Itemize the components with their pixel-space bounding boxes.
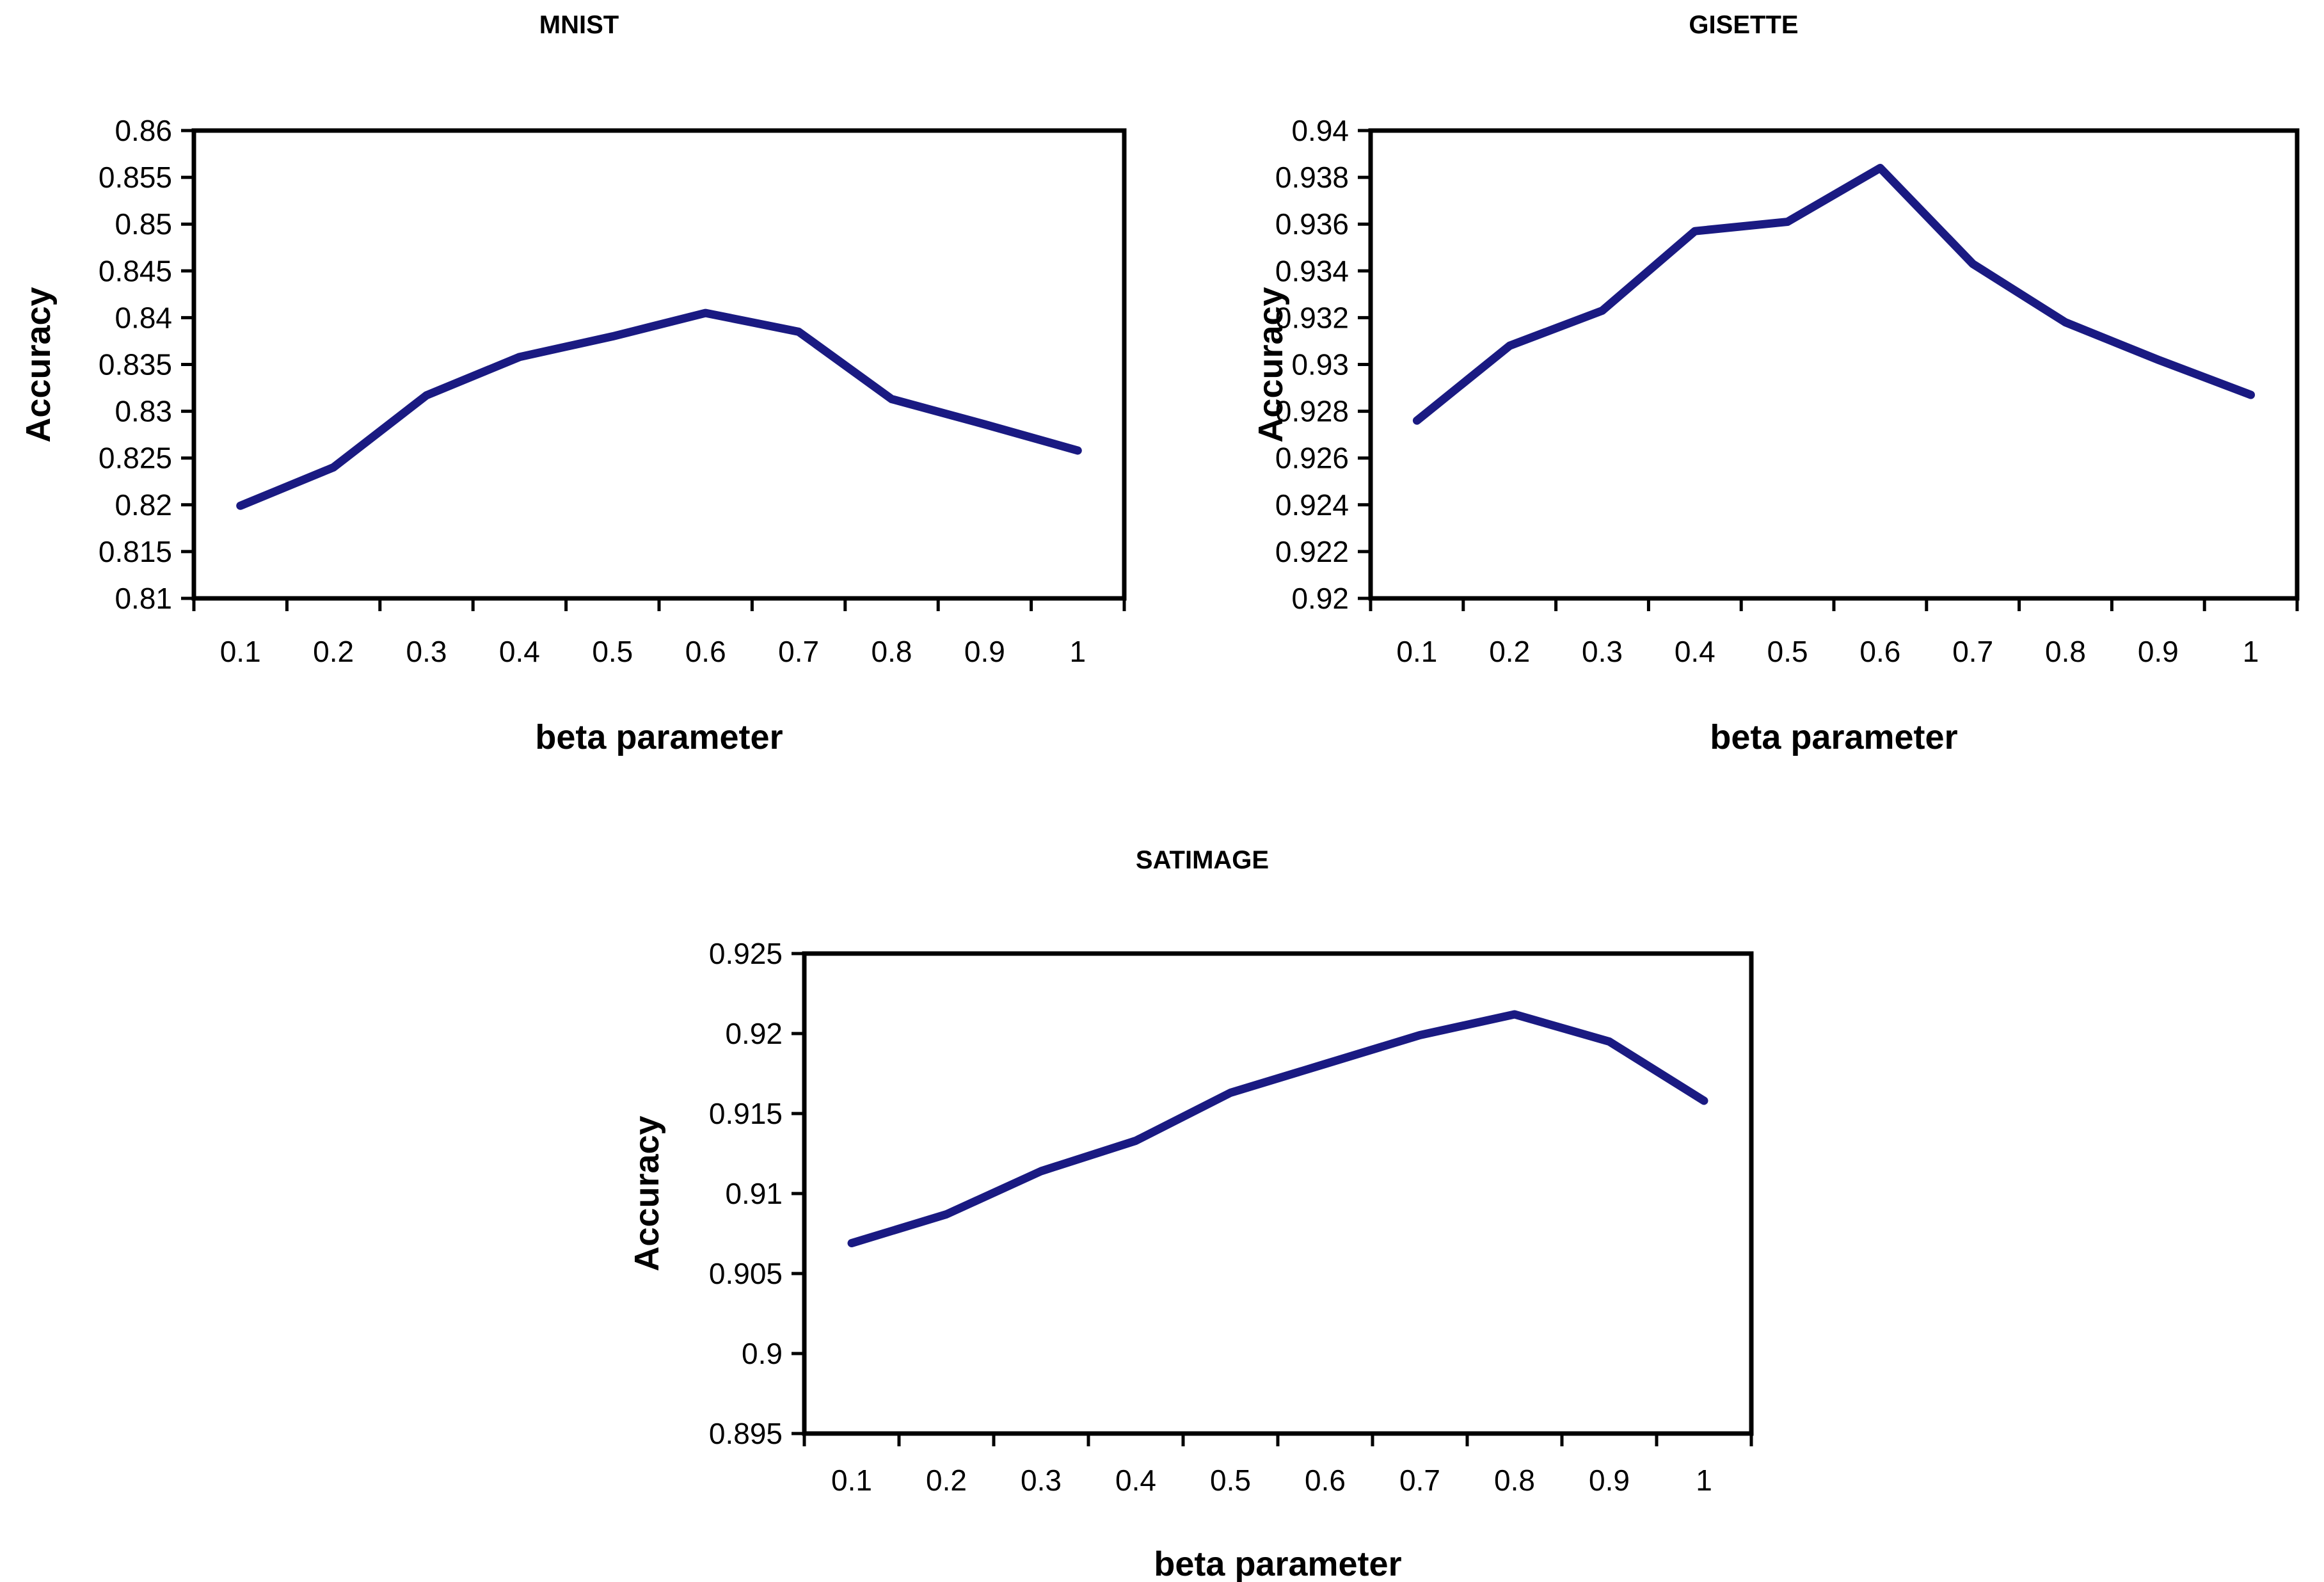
x-tick-label: 0.8 <box>2045 635 2086 668</box>
x-tick-label: 0.6 <box>685 635 726 668</box>
y-tick-label: 0.855 <box>99 161 172 194</box>
y-tick-label: 0.925 <box>709 937 783 970</box>
y-tick-label: 0.93 <box>1291 348 1349 381</box>
x-tick-label: 0.3 <box>1582 635 1623 668</box>
mnist-chart-canvas: MNIST Accuracy beta parameter 0.860.8550… <box>19 11 1127 756</box>
x-tick-label: 0.8 <box>1494 1464 1535 1497</box>
x-tick-label: 0.2 <box>313 635 354 668</box>
x-tick-label: 0.4 <box>1115 1464 1156 1497</box>
x-tick-label: 0.7 <box>1952 635 1993 668</box>
chart-title: MNIST <box>539 11 619 39</box>
y-tick-label: 0.938 <box>1275 161 1349 194</box>
chart-mnist: MNIST Accuracy beta parameter 0.86 0.855 0… <box>0 0 1158 800</box>
y-tick-label: 0.84 <box>115 301 172 334</box>
x-tick-label: 0.2 <box>926 1464 967 1497</box>
x-tick-label: 0.3 <box>406 635 447 668</box>
x-tick-label: 0.1 <box>1396 635 1437 668</box>
y-tick-label: 0.926 <box>1275 442 1349 475</box>
x-tick-label: 0.9 <box>964 635 1005 668</box>
x-tick-label: 0.9 <box>2138 635 2179 668</box>
accuracy-line <box>1412 163 2256 425</box>
plot-frame <box>191 128 1127 601</box>
y-tick-label: 0.928 <box>1275 395 1349 428</box>
plot-area: 0.94 0.938 0.936 0.934 0.932 0.93 0.928 0.926 0.… <box>1275 114 2300 668</box>
x-tick-label: 0.2 <box>1489 635 1530 668</box>
accuracy-line <box>847 1010 1708 1247</box>
y-tick-label: 0.915 <box>709 1097 783 1130</box>
y-tick-label: 0.81 <box>115 582 172 615</box>
x-tick-label: 1 <box>2243 635 2259 668</box>
y-tick-label: 0.9 <box>742 1337 783 1370</box>
x-tick-label: 0.1 <box>220 635 261 668</box>
x-tick-label: 0.4 <box>1675 635 1715 668</box>
x-axis-label: beta parameter <box>1710 718 1957 756</box>
y-tick-label: 0.94 <box>1291 114 1349 147</box>
y-tick-label: 0.85 <box>115 207 172 241</box>
y-tick-label: 0.92 <box>1291 582 1349 615</box>
x-tick-label: 0.9 <box>1589 1464 1630 1497</box>
x-axis-label: beta parameter <box>1154 1545 1401 1582</box>
satimage-chart-canvas: SATIMAGE Accuracy beta parameter 0.925 0.… <box>628 846 1754 1582</box>
x-tick-label: 0.1 <box>831 1464 872 1497</box>
x-tick-label: 1 <box>1696 1464 1712 1497</box>
y-tick-label: 0.936 <box>1275 207 1349 241</box>
y-tick-label: 0.815 <box>99 535 172 568</box>
y-tick-label: 0.922 <box>1275 535 1349 568</box>
x-tick-label: 0.6 <box>1859 635 1900 668</box>
x-axis-label: beta parameter <box>535 718 783 756</box>
x-tick-label: 0.4 <box>499 635 540 668</box>
x-tick-label: 0.3 <box>1021 1464 1062 1497</box>
x-tick-label: 0.6 <box>1305 1464 1346 1497</box>
y-tick-label: 0.91 <box>725 1177 783 1210</box>
y-tick-label: 0.82 <box>115 488 172 522</box>
plot-frame <box>1368 128 2300 601</box>
accuracy-line <box>236 308 1082 510</box>
y-tick-label: 0.895 <box>709 1417 783 1450</box>
x-tick-label: 0.5 <box>1767 635 1808 668</box>
y-tick-label: 0.825 <box>99 442 172 475</box>
x-tick-label: 0.5 <box>1210 1464 1251 1497</box>
y-tick-label: 0.845 <box>99 254 172 287</box>
chart-title: SATIMAGE <box>1136 846 1269 874</box>
chart-gisette: GISETTE Accuracy beta parameter 0.94 0.93… <box>1171 0 2324 800</box>
y-tick-label: 0.924 <box>1275 488 1349 522</box>
plot-frame <box>802 951 1754 1436</box>
y-axis-label: Accuracy <box>628 1115 666 1271</box>
y-axis-label: Accuracy <box>19 287 58 442</box>
gisette-chart-canvas: GISETTE Accuracy beta parameter 0.94 0.93… <box>1252 11 2300 756</box>
plot-area: 0.86 0.855 0.85 0.845 0.84 0.835 0.83 0.825 0.82… <box>99 114 1127 668</box>
y-tick-label: 0.86 <box>115 114 172 147</box>
y-tick-label: 0.835 <box>99 348 172 381</box>
x-tick-label: 0.8 <box>872 635 912 668</box>
y-tick-label: 0.934 <box>1275 254 1349 287</box>
y-axis-label: Accuracy <box>1252 287 1290 442</box>
chart-title: GISETTE <box>1689 11 1798 39</box>
y-tick-label: 0.932 <box>1275 301 1349 334</box>
y-tick-label: 0.92 <box>725 1017 783 1050</box>
x-tick-label: 0.7 <box>1399 1464 1440 1497</box>
x-tick-label: 1 <box>1070 635 1086 668</box>
y-tick-label: 0.905 <box>709 1257 783 1290</box>
chart-satimage: SATIMAGE Accuracy beta parameter 0.925 0.… <box>608 800 1785 1582</box>
x-tick-label: 0.5 <box>592 635 633 668</box>
y-tick-label: 0.83 <box>115 395 172 428</box>
x-tick-label: 0.7 <box>778 635 819 668</box>
